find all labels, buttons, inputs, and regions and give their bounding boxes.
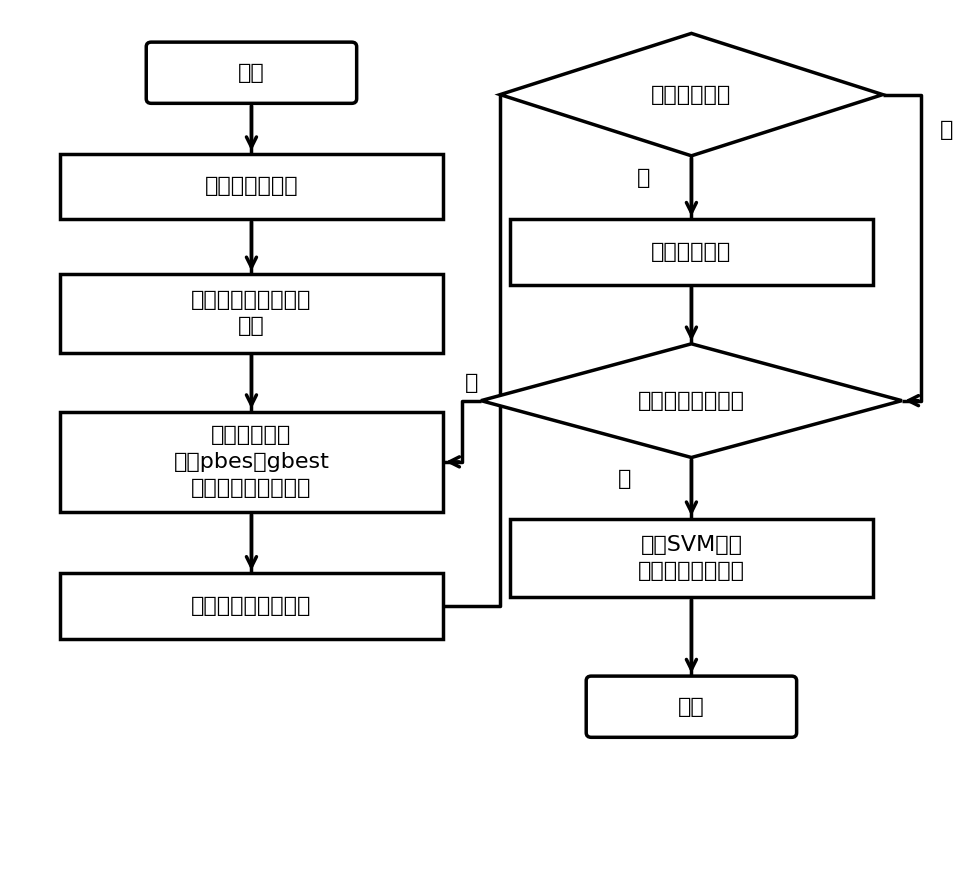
Text: 是: 是	[636, 168, 650, 187]
Bar	[509, 518, 873, 598]
Text: 初始化粒子的位置和
速度: 初始化粒子的位置和 速度	[191, 290, 311, 336]
FancyBboxPatch shape	[146, 42, 357, 103]
Text: 优化SVM中的
惩罚因子和核参数: 优化SVM中的 惩罚因子和核参数	[637, 535, 744, 582]
Text: 结束: 结束	[678, 697, 704, 716]
Text: 否: 否	[464, 373, 478, 393]
Text: 开始: 开始	[237, 62, 264, 83]
Polygon shape	[480, 344, 900, 458]
Text: 是否小于阈值: 是否小于阈值	[651, 84, 730, 105]
Text: 计算种群粒子信息熵: 计算种群粒子信息熵	[191, 596, 311, 616]
Bar	[509, 219, 873, 285]
Text: 计算适应度值
更新pbes和gbest
更新粒子速度和位置: 计算适应度值 更新pbes和gbest 更新粒子速度和位置	[173, 425, 329, 498]
Text: 初始化种群参数: 初始化种群参数	[205, 176, 298, 196]
Bar	[61, 274, 442, 353]
Bar	[61, 412, 442, 512]
Polygon shape	[500, 33, 882, 156]
Text: 进行差分变异: 进行差分变异	[651, 242, 730, 262]
Text: 是: 是	[617, 469, 630, 489]
Bar	[61, 574, 442, 639]
Text: 否: 否	[939, 120, 952, 140]
FancyBboxPatch shape	[585, 676, 796, 737]
Bar	[61, 154, 442, 219]
Text: 是否满足收敛条件: 是否满足收敛条件	[637, 391, 744, 411]
